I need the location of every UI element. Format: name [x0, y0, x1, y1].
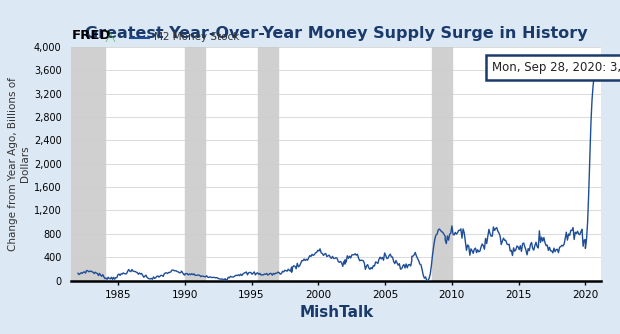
Bar: [185, 47, 205, 281]
Bar: [71, 47, 105, 281]
Text: FRED: FRED: [71, 29, 111, 42]
X-axis label: MishTalk: MishTalk: [299, 305, 373, 320]
Text: M2 Money Stock: M2 Money Stock: [154, 32, 239, 42]
Y-axis label: Change from Year Ago, Billions of
Dollars: Change from Year Ago, Billions of Dollar…: [8, 77, 30, 250]
Bar: [432, 47, 452, 281]
Text: ╱╲: ╱╲: [105, 32, 115, 42]
Bar: [259, 47, 278, 281]
Title: Greatest Year-Over-Year Money Supply Surge in History: Greatest Year-Over-Year Money Supply Sur…: [85, 26, 588, 41]
Text: Mon, Sep 28, 2020: 3,566.2: Mon, Sep 28, 2020: 3,566.2: [492, 61, 620, 74]
